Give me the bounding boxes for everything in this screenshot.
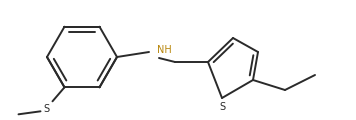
Text: S: S bbox=[219, 102, 225, 112]
Text: NH: NH bbox=[157, 45, 172, 55]
Text: S: S bbox=[43, 104, 49, 114]
